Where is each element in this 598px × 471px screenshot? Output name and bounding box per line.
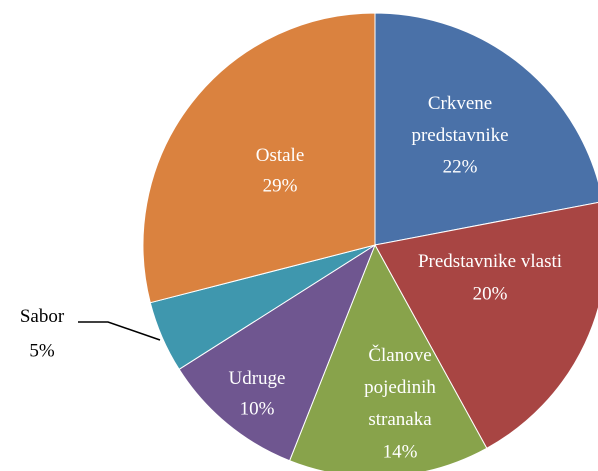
pie-slice [142, 12, 376, 304]
slice-label: Ostale [256, 145, 305, 166]
pie-slice [374, 12, 598, 246]
slice-label: Članove pojedinih stranaka [364, 344, 436, 430]
slice-label: Predstavnike vlasti [418, 251, 562, 272]
pie-slice [374, 201, 598, 449]
pie-slice [178, 243, 377, 462]
value-label: 5% [29, 340, 55, 361]
value-label: 22% [443, 156, 478, 177]
leader-line [78, 321, 161, 341]
value-label: 14% [383, 441, 418, 462]
slice-label: Sabor [20, 306, 65, 327]
slice-label: Crkvene predstavnike [411, 93, 508, 146]
value-label: 20% [473, 283, 508, 304]
value-label: 29% [263, 175, 298, 196]
pie-slice [288, 243, 488, 471]
value-label: 10% [240, 398, 275, 419]
slice-label: Udruge [229, 368, 286, 389]
